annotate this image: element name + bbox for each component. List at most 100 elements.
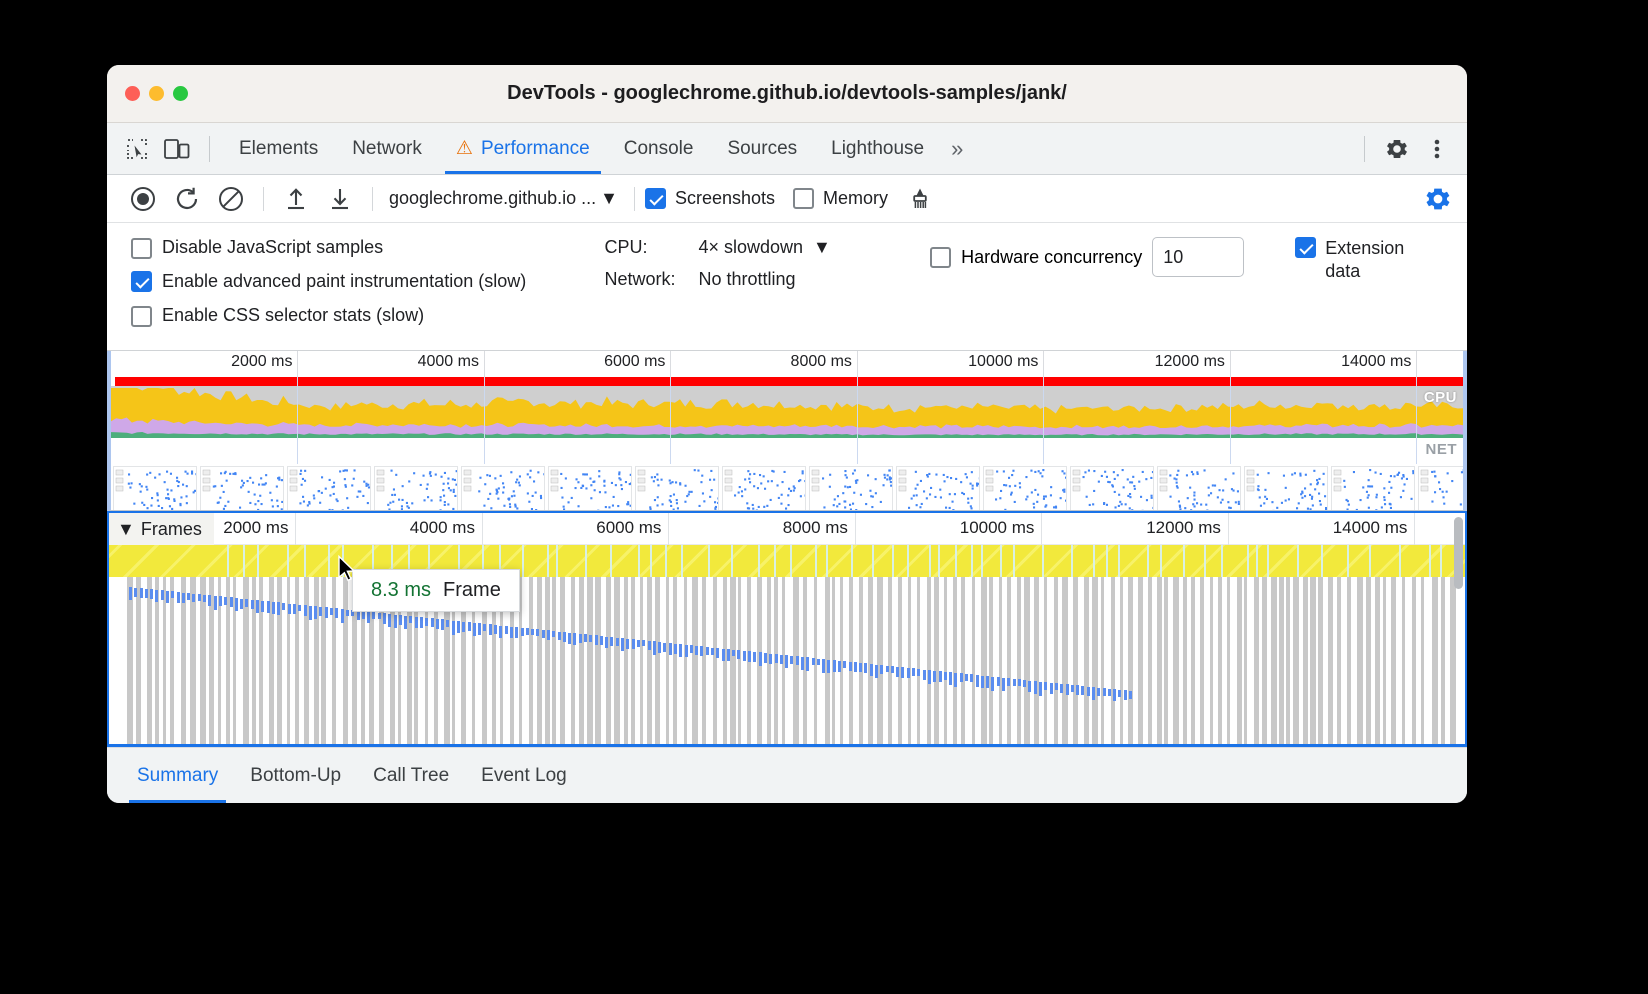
flame-bar[interactable]: [368, 577, 374, 744]
filmstrip-thumbnail[interactable]: [548, 466, 632, 510]
flame-bar[interactable]: [960, 577, 966, 744]
flame-bar-highlight[interactable]: [1028, 680, 1032, 692]
flame-bar-highlight[interactable]: [420, 617, 423, 629]
flame-bar[interactable]: [1293, 577, 1300, 744]
flame-bar-highlight[interactable]: [790, 655, 794, 664]
flame-bar-highlight[interactable]: [748, 651, 752, 663]
flame-bar[interactable]: [971, 577, 976, 744]
flame-bar-highlight[interactable]: [917, 668, 921, 676]
flame-bar[interactable]: [916, 577, 921, 744]
flame-bar[interactable]: [331, 577, 336, 744]
flame-bar[interactable]: [1303, 577, 1309, 744]
flame-bar-highlight[interactable]: [187, 593, 191, 601]
flame-bar-highlight[interactable]: [457, 621, 461, 634]
flame-bar-highlight[interactable]: [631, 639, 635, 650]
flame-bar-highlight[interactable]: [525, 628, 529, 636]
flame-bar-highlight[interactable]: [129, 587, 132, 600]
flame-bar[interactable]: [877, 577, 883, 744]
flame-bar[interactable]: [782, 577, 786, 744]
flame-bar-highlight[interactable]: [689, 645, 693, 654]
flame-bar-highlight[interactable]: [229, 597, 233, 608]
flame-bar[interactable]: [1110, 577, 1116, 744]
filmstrip-thumbnail[interactable]: [1157, 466, 1241, 510]
flame-bar[interactable]: [242, 577, 249, 744]
flame-bar[interactable]: [605, 577, 612, 744]
tab-sources[interactable]: Sources: [710, 123, 814, 174]
flame-bar-highlight[interactable]: [340, 609, 344, 623]
flame-bar[interactable]: [1261, 577, 1268, 744]
flame-bar-highlight[interactable]: [367, 611, 371, 623]
flame-bar[interactable]: [1199, 577, 1205, 744]
flame-bar[interactable]: [952, 577, 957, 744]
flame-bar-highlight[interactable]: [732, 649, 736, 656]
flame-bar[interactable]: [154, 577, 160, 744]
flame-bar-highlight[interactable]: [800, 656, 804, 670]
flame-bar-highlight[interactable]: [1118, 689, 1122, 697]
flame-bar-highlight[interactable]: [531, 628, 535, 635]
flame-bar[interactable]: [824, 577, 830, 744]
flame-bar-highlight[interactable]: [488, 624, 492, 636]
flame-bar-highlight[interactable]: [584, 634, 588, 643]
flame-bar[interactable]: [639, 577, 644, 744]
flame-bar[interactable]: [723, 577, 728, 744]
filmstrip-thumbnail[interactable]: [113, 466, 197, 510]
flame-bar-highlight[interactable]: [483, 623, 487, 631]
flame-bar-highlight[interactable]: [779, 654, 783, 664]
settings-gear-icon[interactable]: [1377, 132, 1417, 166]
filmstrip-thumbnail[interactable]: [374, 466, 458, 510]
frames-track-header[interactable]: ▼ Frames: [109, 513, 214, 545]
network-throttling-value[interactable]: No throttling: [698, 269, 796, 289]
flame-bar[interactable]: [218, 577, 222, 744]
flame-bar-highlight[interactable]: [504, 626, 508, 635]
flame-bar-highlight[interactable]: [536, 629, 540, 637]
flame-bar-highlight[interactable]: [980, 675, 984, 688]
flame-bar[interactable]: [848, 577, 853, 744]
filmstrip-thumbnail[interactable]: [896, 466, 980, 510]
flame-bar-highlight[interactable]: [314, 606, 318, 620]
flame-bar-highlight[interactable]: [356, 610, 360, 620]
flame-bar[interactable]: [766, 577, 771, 744]
flame-bar[interactable]: [189, 577, 196, 744]
flame-bar-highlight[interactable]: [1060, 683, 1064, 693]
flame-bar[interactable]: [803, 577, 808, 744]
record-and-reload-button[interactable]: [165, 181, 209, 217]
flame-bar[interactable]: [1285, 577, 1290, 744]
flame-bar[interactable]: [200, 577, 207, 744]
flame-bar[interactable]: [276, 577, 282, 744]
flame-bar-highlight[interactable]: [890, 666, 894, 674]
flame-bar-highlight[interactable]: [250, 599, 254, 609]
flame-bar-highlight[interactable]: [208, 595, 212, 607]
flame-bar-highlight[interactable]: [837, 660, 841, 672]
flame-bar-highlight[interactable]: [848, 661, 852, 671]
flame-bar[interactable]: [868, 577, 874, 744]
tab-elements[interactable]: Elements: [222, 123, 335, 174]
flame-bar[interactable]: [389, 577, 396, 744]
flame-bar[interactable]: [1346, 577, 1352, 744]
flame-bar[interactable]: [980, 577, 987, 744]
record-button[interactable]: [121, 181, 165, 217]
flame-bar[interactable]: [544, 577, 550, 744]
flame-bar[interactable]: [1092, 577, 1098, 744]
flame-bar-highlight[interactable]: [954, 672, 958, 687]
flame-bar[interactable]: [630, 577, 635, 744]
flame-bar-highlight[interactable]: [785, 655, 789, 669]
flame-bar-highlight[interactable]: [499, 625, 503, 638]
flame-bar-highlight[interactable]: [435, 618, 439, 629]
flame-bar-highlight[interactable]: [224, 596, 228, 605]
flame-bar[interactable]: [1243, 577, 1248, 744]
flame-bar-highlight[interactable]: [578, 633, 582, 643]
filmstrip-thumbnail[interactable]: [287, 466, 371, 510]
flame-bar-highlight[interactable]: [912, 668, 916, 677]
flame-bar-highlight[interactable]: [414, 616, 418, 628]
flame-bar-highlight[interactable]: [271, 601, 275, 614]
flame-bar-highlight[interactable]: [869, 664, 873, 677]
hardware-concurrency-input[interactable]: [1152, 237, 1245, 277]
flame-bar-highlight[interactable]: [774, 654, 778, 664]
filmstrip-thumbnail[interactable]: [200, 466, 284, 510]
flame-bar-highlight[interactable]: [451, 620, 455, 635]
flame-bar[interactable]: [943, 577, 947, 744]
flame-bar-highlight[interactable]: [520, 627, 524, 636]
flame-bar-highlight[interactable]: [388, 613, 392, 627]
flame-bar[interactable]: [1421, 577, 1425, 744]
flame-bar[interactable]: [321, 577, 326, 744]
